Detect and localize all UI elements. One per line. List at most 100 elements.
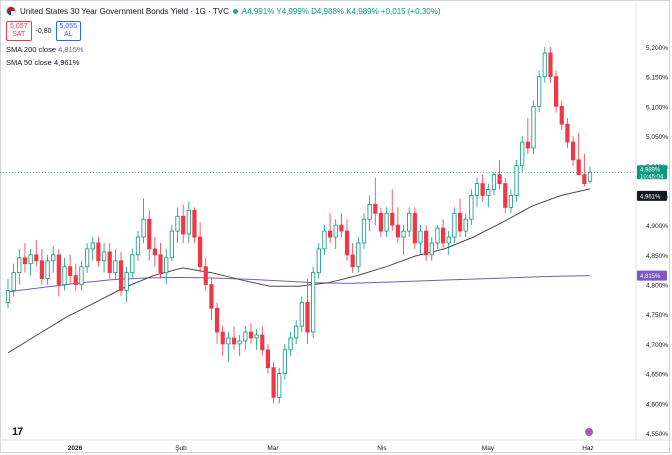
candle-body: [277, 373, 282, 398]
sma50-value: 4,961%: [53, 58, 80, 67]
sma200-line: [7, 275, 591, 293]
sma200-tag-bg: [637, 270, 667, 281]
candle-body: [412, 212, 417, 244]
x-tick-label: May: [482, 445, 495, 452]
candle-body: [525, 141, 530, 149]
candle-body: [226, 337, 231, 345]
candle-body: [294, 325, 299, 339]
candle-body: [288, 337, 293, 351]
candle-body: [480, 183, 485, 196]
candle-body: [209, 284, 214, 309]
candle-body: [96, 242, 101, 262]
sma50-tag-value: 4,961%: [640, 194, 661, 200]
candle-body: [548, 52, 553, 78]
candle-body: [559, 105, 564, 125]
candle-body: [45, 260, 50, 279]
candle-body: [367, 203, 372, 220]
price-tag-value: 4,989%: [640, 167, 661, 173]
candle-body: [570, 141, 576, 161]
sell-button[interactable]: 5,057 SAT: [6, 21, 32, 41]
candle-body: [90, 242, 95, 250]
candle-body: [203, 266, 208, 285]
y-tick-label: 4,900%: [646, 223, 668, 230]
candle-body: [542, 52, 547, 78]
candle-body: [407, 212, 412, 232]
candle-body: [17, 257, 22, 274]
candle-body: [469, 195, 474, 220]
candle-body: [254, 334, 259, 339]
x-tick-label: Haz: [582, 445, 594, 452]
candle-body: [514, 165, 519, 196]
candle-body: [463, 218, 468, 232]
candle-body: [316, 248, 321, 274]
candle-body: [339, 224, 344, 232]
candle-body: [390, 212, 395, 226]
y-tick-label: 4,850%: [646, 253, 668, 260]
candle-body: [553, 76, 559, 107]
candle-body: [79, 266, 84, 285]
candle-body: [214, 307, 220, 333]
candle-body: [395, 224, 400, 238]
chart-legend: United States 30 Year Government Bonds Y…: [6, 4, 441, 67]
candle-body: [503, 183, 508, 208]
event-marker-icon: [585, 428, 593, 436]
price-tag-bg: [637, 165, 667, 180]
candle-body: [587, 171, 593, 182]
candle-body: [101, 251, 107, 262]
candle-body: [356, 242, 361, 268]
spread-value: -0,80: [35, 27, 52, 35]
sma200-legend[interactable]: SMA 200 close 4,815%: [6, 45, 441, 54]
sma200-value: 4,815%: [58, 45, 84, 54]
candle-body: [333, 224, 338, 238]
candle-body: [440, 227, 446, 244]
price-tag-time: 10:45:04: [640, 174, 664, 180]
candle-body: [299, 301, 304, 327]
candle-body: [34, 254, 39, 262]
candle-body: [22, 257, 28, 265]
candle-body: [327, 230, 333, 238]
candle-body: [305, 301, 310, 333]
candle-body: [220, 331, 225, 345]
sma50-line: [7, 188, 591, 354]
candle-body: [361, 218, 367, 244]
x-tick-label: Mar: [267, 445, 279, 452]
candle-body: [28, 254, 33, 265]
y-tick-label: 4,750%: [646, 312, 668, 319]
candle-body: [152, 248, 158, 256]
candle-body: [435, 227, 440, 244]
candle-body: [169, 230, 174, 259]
candle-body: [531, 105, 536, 149]
candle-body: [175, 215, 180, 232]
sell-label: SAT: [12, 31, 26, 38]
candle-body: [457, 212, 463, 232]
y-tick-label: 5,150%: [646, 75, 668, 82]
x-tick-label: 2026: [68, 445, 83, 452]
candle-body: [130, 254, 135, 274]
x-tick-label: Nis: [377, 445, 387, 452]
y-tick-label: 4,600%: [646, 401, 668, 408]
candle-body: [68, 266, 73, 277]
candle-body: [124, 272, 129, 291]
candle-body: [186, 209, 191, 235]
candle-body: [582, 174, 587, 184]
symbol-title[interactable]: United States 30 Year Government Bonds Y…: [20, 6, 229, 16]
candle-body: [51, 254, 56, 262]
candle-body: [418, 230, 423, 244]
y-tick-label: 4,800%: [646, 283, 668, 290]
x-tick-label: Şub: [175, 445, 187, 452]
candle-body: [565, 123, 570, 143]
sma50-legend[interactable]: SMA 50 close 4,961%: [6, 58, 441, 67]
candle-body: [118, 260, 124, 291]
buy-button[interactable]: 5,055 AL: [55, 21, 82, 41]
candle-body: [350, 254, 355, 268]
y-tick-label: 5,100%: [646, 104, 668, 111]
candle-body: [311, 272, 316, 333]
candle-body: [107, 251, 112, 274]
candle-body: [384, 212, 389, 232]
us-flag-icon: [6, 6, 16, 16]
candle-body: [429, 242, 434, 256]
candle-body: [373, 203, 378, 214]
y-tick-label: 5,200%: [646, 45, 668, 52]
candle-body: [231, 337, 237, 345]
